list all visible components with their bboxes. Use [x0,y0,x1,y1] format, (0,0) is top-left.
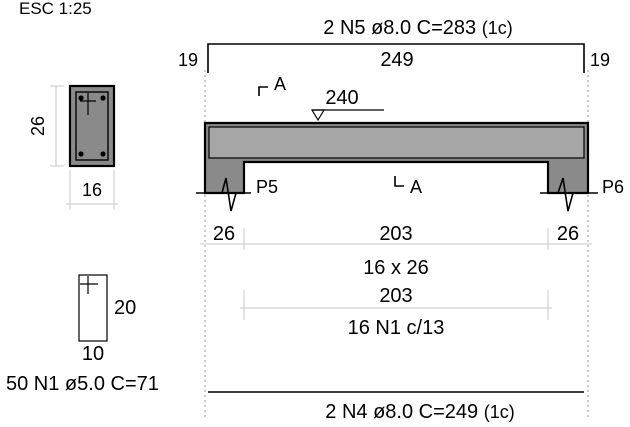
section-cut-bottom: A [394,176,422,197]
top-bar-length: 249 [380,49,413,71]
column-break-left [196,177,251,212]
top-bar-shape [207,43,585,73]
level-marker: 240 [310,87,384,122]
rebar-dot [78,151,84,157]
section-stirrup [75,91,109,161]
stirrup-zone-label: 16 N1 c/13 [348,317,445,339]
top-bar-label: 2 N5 ø8.0 C=283 (1c) [323,17,512,39]
level-value: 240 [325,87,358,109]
section-width-label: 16 [82,180,102,200]
rebar-dot [78,95,84,101]
bottom-rebar: 2 N4 ø8.0 C=249 (1c) [208,391,584,423]
beam-elevation: P5 P6 [196,121,624,212]
section-height-label: 26 [28,116,48,136]
scale-label: ESC 1:25 [19,0,92,18]
section-cut-top-label: A [274,74,286,94]
top-bar-right-hook: 19 [590,50,610,70]
top-rebar: 2 N5 ø8.0 C=283 (1c) 19 249 19 [178,17,610,73]
bottom-bar-label: 2 N4 ø8.0 C=249 (1c) [325,401,514,423]
support-right-label: P6 [602,177,624,197]
stirrup-zone-length: 203 [379,285,412,307]
span-right: 26 [557,223,579,245]
rebar-dot [100,95,106,101]
support-left-label: P5 [256,177,278,197]
stirrup-zone: 203 16 N1 c/13 [240,285,552,339]
stirrup-outline [78,274,108,342]
top-bar-left-hook: 19 [178,50,198,70]
section-cut-top: A [258,74,286,96]
stirrup-label: 50 N1 ø5.0 C=71 [6,373,159,395]
section-cut-bottom-label: A [410,177,422,197]
span-left: 26 [213,223,235,245]
beam-section-size: 16 x 26 [363,257,429,279]
stirrup-shape: 20 10 50 N1 ø5.0 C=71 [6,274,159,395]
rebar-dot [100,151,106,157]
stirrup-height: 20 [114,297,136,319]
beam-cover-line [208,126,585,159]
span-middle: 203 [379,223,412,245]
column-break-right [540,177,598,212]
span-dimensions: 26 203 26 16 x 26 [200,223,592,279]
section-outline [68,84,116,168]
stirrup-width: 10 [82,343,104,365]
cross-section: 26 16 [28,84,118,210]
